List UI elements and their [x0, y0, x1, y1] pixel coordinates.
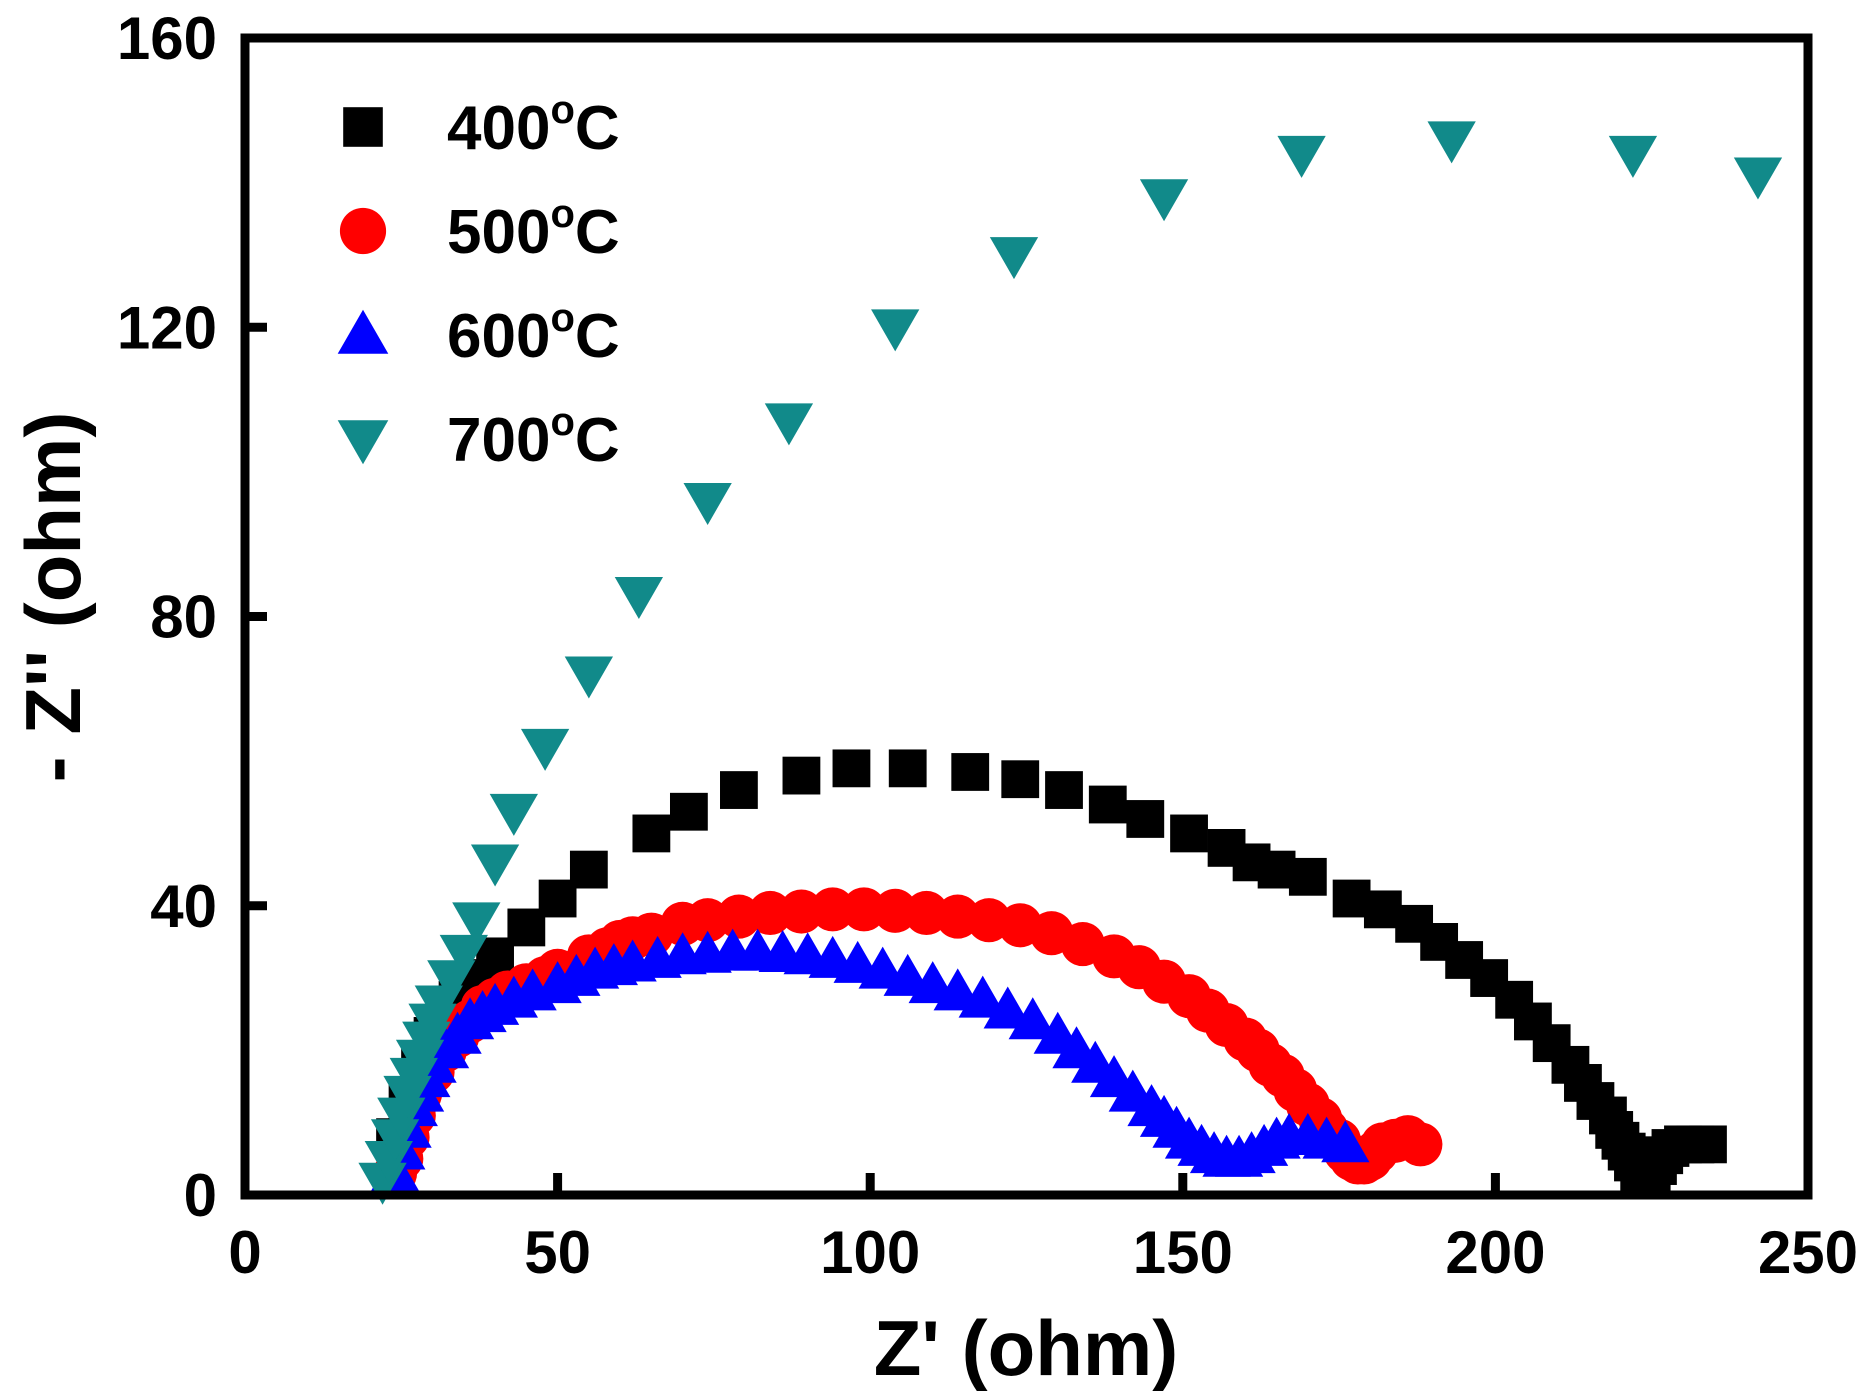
legend-item-600c: 600oC: [337, 296, 620, 371]
data-point: [1126, 800, 1165, 838]
data-point: [452, 902, 501, 945]
data-point: [632, 814, 671, 853]
data-point: [439, 934, 488, 977]
series-700c: [358, 121, 1783, 1205]
data-point: [1139, 179, 1189, 222]
legend-marker: [339, 207, 387, 255]
legend-label-degree: o: [550, 192, 574, 236]
legend-marker: [343, 107, 383, 147]
y-tick-label: 0: [184, 1162, 217, 1229]
x-tick-label: 200: [1445, 1219, 1545, 1286]
data-point: [1277, 135, 1326, 178]
data-point: [1288, 857, 1327, 896]
data-point: [1689, 1125, 1727, 1164]
data-point: [358, 1162, 407, 1205]
data-point: [683, 482, 732, 525]
x-axis-title: Z' (ohm): [874, 1304, 1178, 1392]
series-600c: [370, 928, 1370, 1192]
data-point: [364, 1140, 413, 1183]
data-point: [989, 237, 1039, 280]
data-point: [564, 656, 614, 699]
y-tick-label: 40: [150, 873, 217, 940]
data-point: [1008, 997, 1057, 1040]
data-point: [871, 309, 920, 352]
legend-label-degree: o: [550, 400, 574, 444]
data-point: [841, 887, 886, 932]
legend-label: 700oC: [447, 400, 620, 475]
x-tick-label: 100: [820, 1219, 920, 1286]
data-point: [1398, 1122, 1443, 1167]
axis-ticks: 0 50 100 150 200 250 0 40 80 120 160: [117, 5, 1858, 1286]
legend-marker: [337, 309, 389, 354]
x-tick-label: 250: [1758, 1219, 1858, 1286]
data-point: [782, 756, 821, 795]
data-point: [1427, 121, 1476, 164]
data-point: [370, 1119, 420, 1162]
legend-label-value: 400: [447, 94, 550, 163]
legend-item-400c: 400oC: [343, 88, 620, 163]
data-point: [1608, 135, 1658, 178]
legend-label: 400oC: [447, 88, 620, 163]
data-point: [1733, 157, 1783, 200]
data-point: [1170, 814, 1208, 853]
data-point: [764, 403, 814, 446]
legend-label: 500oC: [447, 192, 620, 267]
data-point: [377, 1097, 426, 1140]
data-point: [1001, 760, 1040, 799]
legend-label-unit: C: [575, 198, 620, 267]
legend-label: 600oC: [447, 296, 620, 371]
data-point: [720, 771, 758, 809]
y-tick-label: 80: [150, 584, 217, 651]
data-point: [779, 889, 824, 934]
data-point: [958, 975, 1007, 1018]
data-point: [520, 728, 570, 771]
data-point: [1045, 771, 1083, 809]
legend-label-unit: C: [575, 302, 620, 371]
data-point: [748, 890, 793, 936]
data-point: [873, 888, 918, 933]
data-point: [951, 753, 990, 791]
legend-label-value: 600: [447, 302, 550, 371]
legend-marker: [337, 420, 389, 465]
legend-item-700c: 700oC: [337, 400, 620, 475]
legend-label-unit: C: [575, 406, 620, 475]
legend-label-value: 500: [447, 198, 550, 267]
data-point: [489, 793, 538, 836]
data-point: [614, 576, 664, 619]
data-point: [669, 792, 708, 831]
y-tick-label: 160: [117, 5, 217, 72]
legend-label-degree: o: [550, 296, 574, 340]
data-point: [810, 887, 855, 932]
legend-item-500c: 500oC: [339, 192, 620, 267]
data-point: [832, 749, 871, 788]
data-point: [983, 986, 1032, 1029]
data-point: [1321, 1120, 1370, 1163]
legend-label-degree: o: [550, 88, 574, 132]
data-point: [569, 850, 608, 889]
x-tick-label: 150: [1133, 1219, 1233, 1286]
data-point: [888, 749, 927, 788]
y-axis-title: - Z'' (ohm): [9, 412, 97, 783]
data-point: [1088, 785, 1127, 824]
legend-label-unit: C: [575, 94, 620, 163]
data-point: [470, 844, 520, 887]
x-tick-label: 0: [228, 1219, 261, 1286]
y-tick-label: 120: [117, 294, 217, 361]
x-tick-label: 50: [524, 1219, 591, 1286]
legend-label-value: 700: [447, 406, 550, 475]
